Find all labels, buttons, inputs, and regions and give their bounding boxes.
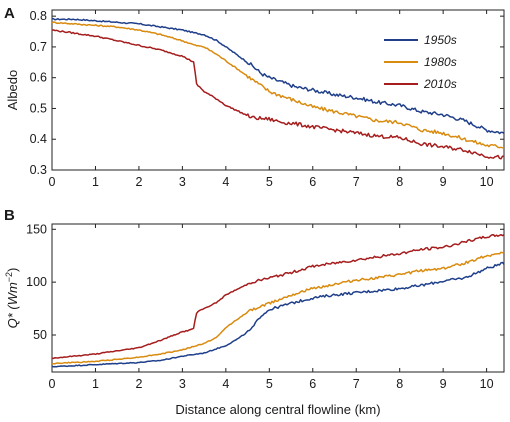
y-axis-label-b-sup: −2 (4, 272, 14, 282)
x-tick-label-a: 10 (480, 175, 494, 189)
x-tick-label-a: 0 (49, 175, 56, 189)
legend: 1950s 1980s 2010s (384, 33, 457, 91)
y-tick-label-b: 50 (33, 328, 47, 342)
y-axis-label-a: Albedo (5, 70, 20, 110)
x-tick-label-a: 2 (135, 175, 142, 189)
series-line-1950s-a (52, 17, 505, 135)
x-tick-label-a: 1 (92, 175, 99, 189)
y-tick-label-a: 0.8 (30, 9, 47, 23)
x-tick-label-b: 5 (266, 377, 273, 391)
x-tick-label-b: 9 (440, 377, 447, 391)
x-tick-label-a: 4 (222, 175, 229, 189)
panel-letter-a: A (4, 5, 15, 22)
x-tick-label-b: 6 (309, 377, 316, 391)
y-tick-label-a: 0.4 (30, 132, 47, 146)
series-line-1980s-b (51, 251, 505, 365)
x-tick-label-b: 2 (135, 377, 142, 391)
x-axis-label: Distance along central flowline (km) (175, 402, 380, 417)
series-group-a (51, 17, 505, 160)
x-tick-label-b: 4 (222, 377, 229, 391)
y-tick-label-a: 0.5 (30, 101, 47, 115)
legend-label-1980s: 1980s (424, 55, 457, 69)
ticks-a: 0 1 2 3 4 5 6 7 8 9 10 0.3 0.4 0.5 0.6 0.7 0.8 (30, 9, 504, 189)
y-axis-label-b: Q* (Wm−2) (4, 268, 20, 329)
y-tick-label-b: 100 (26, 275, 47, 289)
axes-frame-b (51, 223, 505, 373)
x-tick-label-a: 3 (179, 175, 186, 189)
x-tick-label-b: 3 (179, 377, 186, 391)
series-group-b (51, 233, 505, 368)
series-line-2010s-b (52, 233, 505, 360)
x-tick-label-b: 10 (480, 377, 494, 391)
y-tick-label-a: 0.7 (30, 40, 47, 54)
y-axis-label-b-close: ) (5, 268, 20, 272)
y-tick-label-a: 0.3 (30, 163, 47, 177)
x-tick-label-a: 7 (353, 175, 360, 189)
series-line-1980s-a (51, 21, 505, 149)
series-line-2010s-a (51, 29, 505, 160)
series-line-1950s-b (51, 261, 505, 368)
x-tick-label-a: 5 (266, 175, 273, 189)
y-tick-label-a: 0.6 (30, 71, 47, 85)
x-tick-label-b: 1 (92, 377, 99, 391)
axes-frame-a (51, 9, 505, 171)
x-tick-label-b: 7 (353, 377, 360, 391)
legend-label-1950s: 1950s (424, 33, 457, 47)
x-tick-label-b: 0 (49, 377, 56, 391)
y-tick-label-b: 150 (26, 222, 47, 236)
panel-letter-b: B (4, 207, 15, 224)
x-tick-label-b: 8 (396, 377, 403, 391)
ticks-b: 0 1 2 3 4 5 6 7 8 9 10 50 100 150 (26, 222, 504, 391)
x-tick-label-a: 8 (396, 175, 403, 189)
legend-label-2010s: 2010s (423, 77, 457, 91)
y-axis-label-b-main: Q* (Wm (5, 282, 20, 328)
x-tick-label-a: 9 (440, 175, 447, 189)
x-tick-label-a: 6 (309, 175, 316, 189)
